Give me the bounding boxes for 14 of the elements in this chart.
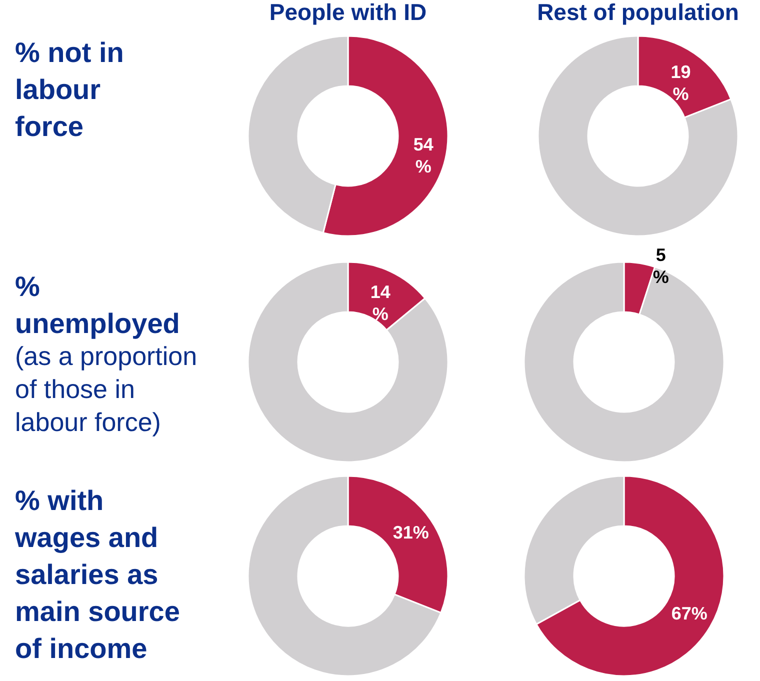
chart-title: People with ID (269, 0, 427, 25)
text: % not in labour force (15, 37, 124, 142)
text: (as a proportion of those in labour force) (15, 341, 198, 437)
donut-slice (523, 261, 725, 463)
data-label: 5 % (652, 245, 669, 288)
data-label: 31% (392, 522, 429, 542)
donut-slice (247, 261, 449, 463)
data-label: 67% (671, 604, 708, 624)
text: % with wages and salaries as main source of income (14, 485, 180, 664)
chart-title: Rest of population (537, 0, 739, 25)
data-label: 19 % (670, 62, 691, 104)
text: % unemployed (15, 271, 180, 339)
data-label: 54 % (413, 134, 434, 177)
data-label: 14 % (370, 282, 390, 324)
